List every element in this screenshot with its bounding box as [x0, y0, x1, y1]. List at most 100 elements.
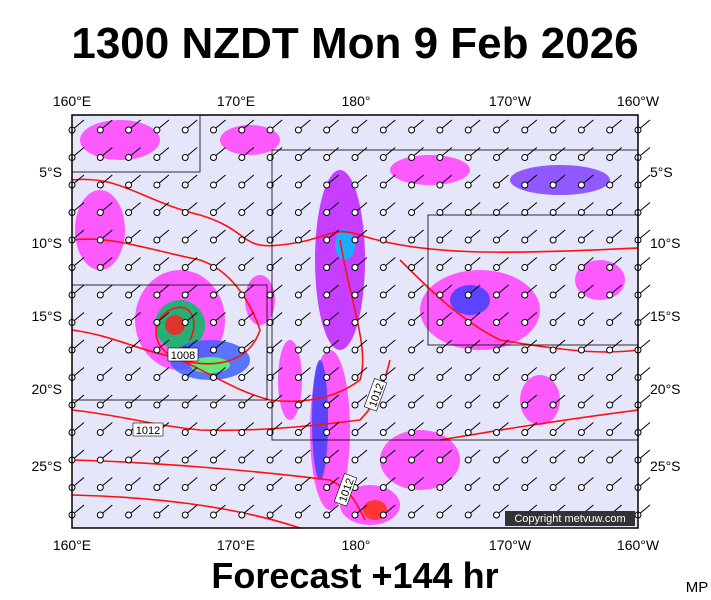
station — [577, 236, 585, 244]
station — [351, 126, 359, 134]
station — [125, 209, 133, 216]
station — [493, 291, 500, 299]
station — [379, 429, 387, 436]
station — [606, 346, 614, 354]
station — [408, 346, 416, 354]
station — [577, 401, 585, 409]
station — [125, 264, 133, 271]
station — [464, 236, 472, 244]
isobar — [71, 494, 301, 529]
station — [210, 181, 217, 189]
precip-area — [245, 275, 275, 325]
precip-area — [278, 340, 302, 420]
station — [577, 346, 585, 354]
station — [549, 181, 557, 189]
station — [408, 181, 416, 189]
station — [323, 346, 331, 354]
station — [408, 209, 416, 216]
station — [294, 209, 302, 216]
station — [521, 236, 529, 244]
station — [464, 264, 472, 271]
station — [294, 484, 302, 491]
station — [96, 236, 104, 244]
station — [493, 126, 500, 134]
station — [379, 374, 387, 381]
station — [294, 264, 302, 271]
station — [96, 209, 104, 216]
station — [238, 236, 246, 244]
station — [521, 484, 529, 491]
station — [493, 319, 500, 326]
station — [96, 181, 104, 189]
station — [464, 154, 472, 161]
station — [577, 484, 585, 491]
station — [96, 429, 104, 436]
station — [238, 181, 246, 189]
map-title: 1300 NZDT Mon 9 Feb 2026 — [71, 19, 638, 68]
station — [351, 319, 359, 326]
station — [436, 374, 444, 381]
station — [153, 154, 161, 161]
station — [521, 429, 529, 436]
station — [379, 511, 387, 519]
station — [181, 374, 189, 381]
station — [436, 264, 444, 271]
station — [181, 126, 189, 134]
station — [323, 236, 331, 244]
station — [96, 319, 104, 326]
station — [96, 374, 104, 381]
station — [379, 484, 387, 491]
station — [294, 126, 302, 134]
station — [294, 291, 302, 299]
station — [521, 346, 529, 354]
station — [294, 181, 302, 189]
station — [266, 511, 274, 519]
station — [549, 429, 557, 436]
station — [379, 209, 387, 216]
precip-area — [335, 230, 355, 260]
station — [464, 511, 472, 519]
precip-area — [380, 430, 460, 490]
station — [323, 319, 331, 326]
station — [125, 511, 133, 519]
station — [493, 154, 500, 161]
station — [408, 291, 416, 299]
credit: MP — [686, 579, 709, 596]
station — [549, 456, 557, 464]
station — [153, 291, 161, 299]
station — [125, 484, 133, 491]
station — [408, 374, 416, 381]
station — [351, 264, 359, 271]
station — [493, 209, 500, 216]
station — [408, 319, 416, 326]
station — [153, 181, 161, 189]
station — [294, 236, 302, 244]
station — [493, 264, 500, 271]
station — [210, 374, 217, 381]
station — [153, 374, 161, 381]
station — [521, 374, 529, 381]
station — [153, 264, 161, 271]
station — [606, 209, 614, 216]
station — [464, 319, 472, 326]
station — [493, 484, 500, 491]
station — [379, 291, 387, 299]
station — [408, 236, 416, 244]
station — [351, 291, 359, 299]
station — [96, 511, 104, 519]
station — [238, 209, 246, 216]
lon-label: 170°W — [489, 93, 532, 109]
station — [549, 374, 557, 381]
station — [577, 319, 585, 326]
station — [606, 484, 614, 491]
station — [351, 209, 359, 216]
station — [125, 154, 133, 161]
station — [238, 264, 246, 271]
station — [351, 236, 359, 244]
station — [408, 126, 416, 134]
station — [408, 511, 416, 519]
station — [210, 154, 217, 161]
station — [436, 126, 444, 134]
station — [294, 374, 302, 381]
